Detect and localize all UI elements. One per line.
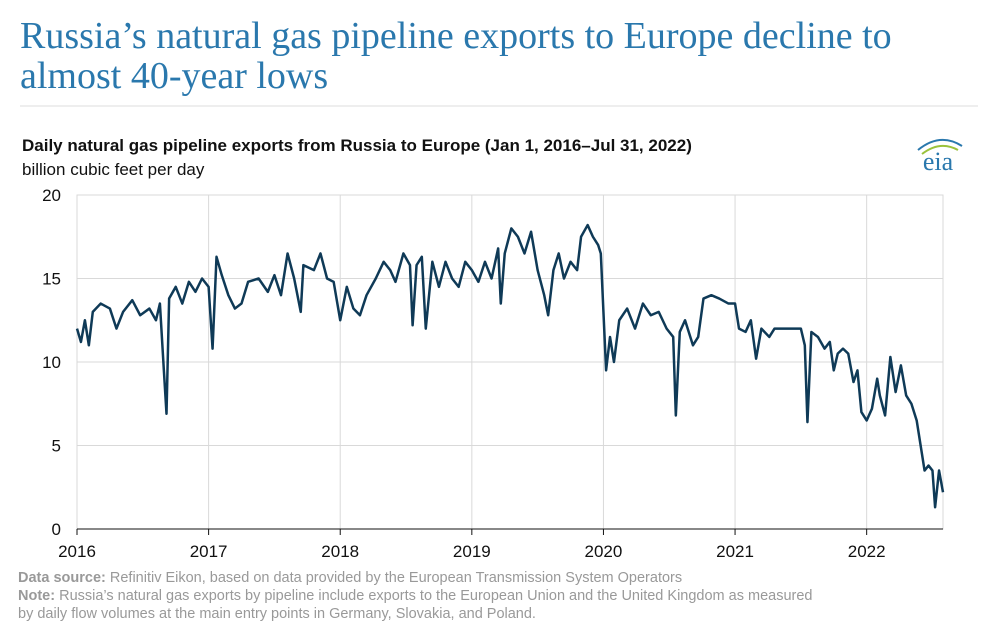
x-tick-label: 2020 xyxy=(585,542,623,561)
page-title: Russia’s natural gas pipeline exports to… xyxy=(20,15,892,57)
y-tick-label: 10 xyxy=(42,353,61,372)
source: Data source: Refinitiv Eikon, based on d… xyxy=(18,570,682,586)
data-line xyxy=(75,223,945,509)
source-label: Data source: xyxy=(18,570,106,586)
source-text: Refinitiv Eikon, based on data provided … xyxy=(110,570,682,586)
logo: eia xyxy=(923,147,954,176)
y-tick-label: 15 xyxy=(42,270,61,289)
x-tick-label: 2017 xyxy=(190,542,228,561)
note-label: Note: xyxy=(18,588,55,604)
x-tick-label: 2018 xyxy=(321,542,359,561)
x-tick-label: 2021 xyxy=(716,542,754,561)
logo-arc xyxy=(921,144,959,155)
y-tick-label: 0 xyxy=(52,520,61,539)
plot: 0 5 10 15 20 2016 2017 2018 2019 2020 2021 2022 xyxy=(42,186,945,561)
x-tick-label: 2016 xyxy=(58,542,96,561)
note: by daily flow volumes at the main entry … xyxy=(18,606,536,622)
page-title: almost 40-year lows xyxy=(20,55,328,97)
y-tick-label: 20 xyxy=(42,186,61,205)
note-text: Russia’s natural gas exports by pipeline… xyxy=(59,588,812,604)
y-tick-label: 5 xyxy=(52,437,61,456)
note: Note: Russia’s natural gas exports by pi… xyxy=(18,588,812,604)
x-tick-label: 2019 xyxy=(453,542,491,561)
x-tick-label: 2022 xyxy=(848,542,886,561)
y-axis-label: billion cubic feet per day xyxy=(22,160,205,179)
chart-title: Daily natural gas pipeline exports from … xyxy=(22,136,692,155)
logo-arc xyxy=(917,139,963,151)
